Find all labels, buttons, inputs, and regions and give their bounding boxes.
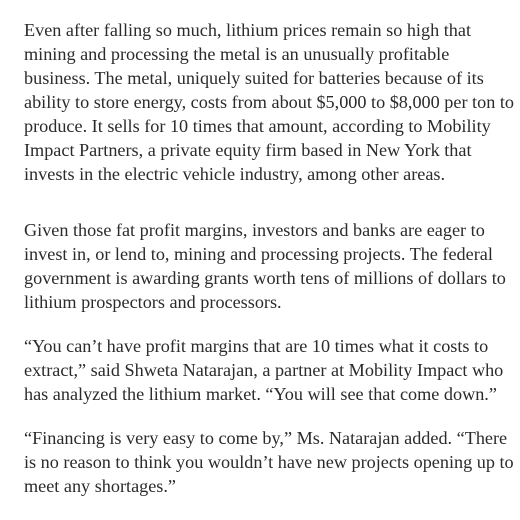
text-line: produce. It sells for 10 times that amou… xyxy=(24,116,491,136)
text-line: “Financing is very easy to come by,” Ms.… xyxy=(24,428,508,448)
text-line: lithium prospectors and processors. xyxy=(24,292,282,312)
paragraph-profit-margins: Given those fat profit margins, investor… xyxy=(24,218,506,314)
text-line: government is awarding grants worth tens… xyxy=(24,268,506,288)
paragraph-lithium-prices: Even after falling so much, lithium pric… xyxy=(24,18,514,186)
text-line: extract,” said Shweta Natarajan, a partn… xyxy=(24,360,504,380)
text-line: Impact Partners, a private equity firm b… xyxy=(24,140,472,160)
text-line: invest in, or lend to, mining and proces… xyxy=(24,244,493,264)
text-line: meet any shortages.” xyxy=(24,476,177,496)
text-line: is no reason to think you wouldn’t have … xyxy=(24,452,514,472)
text-line: ability to store energy, costs from abou… xyxy=(24,92,514,112)
text-line: “You can’t have profit margins that are … xyxy=(24,336,489,356)
paragraph-quote-financing: “Financing is very easy to come by,” Ms.… xyxy=(24,426,514,498)
text-line: business. The metal, uniquely suited for… xyxy=(24,68,484,88)
text-line: has analyzed the lithium market. “You wi… xyxy=(24,384,497,404)
text-line: mining and processing the metal is an un… xyxy=(24,44,450,64)
text-line: invests in the electric vehicle industry… xyxy=(24,164,446,184)
text-line: Given those fat profit margins, investor… xyxy=(24,220,485,240)
paragraph-quote-natarajan: “You can’t have profit margins that are … xyxy=(24,334,503,406)
text-line: Even after falling so much, lithium pric… xyxy=(24,20,471,40)
